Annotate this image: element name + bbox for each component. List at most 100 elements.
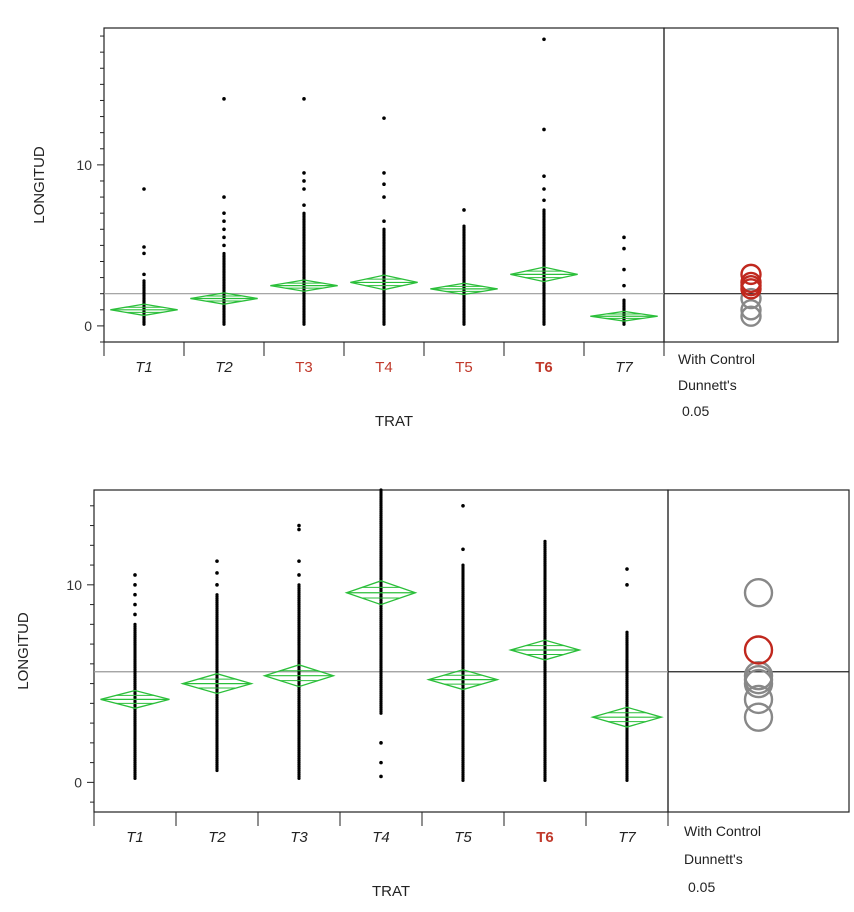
- data-point-outlier: [622, 283, 626, 288]
- comparison-circle: [743, 702, 774, 732]
- data-point-outlier: [142, 187, 146, 191]
- data-point-outlier: [542, 198, 546, 203]
- data-point-outlier: [379, 741, 383, 745]
- data-point-outlier: [222, 195, 226, 199]
- y-tick-label: 10: [66, 577, 82, 593]
- data-point: [142, 279, 146, 283]
- x-category-label: T2: [208, 829, 226, 846]
- x-category-label: T7: [618, 829, 636, 846]
- comparison-circle-significant: [743, 635, 774, 665]
- x-category-label: T3: [290, 829, 308, 846]
- data-point: [133, 622, 137, 626]
- data-point-outlier: [133, 583, 137, 587]
- data-point: [462, 224, 466, 228]
- x-category-label: T5: [454, 829, 472, 846]
- data-point-outlier: [297, 573, 301, 577]
- data-point-outlier: [382, 182, 386, 186]
- data-point-outlier: [142, 251, 146, 256]
- data-point-outlier: [379, 760, 383, 765]
- data-point-outlier: [133, 573, 137, 577]
- data-point: [302, 211, 306, 215]
- data-point-outlier: [142, 272, 146, 277]
- x-category-label: T6: [536, 829, 554, 846]
- data-point-outlier: [622, 246, 626, 251]
- data-point-outlier: [542, 174, 546, 178]
- data-point-outlier: [133, 592, 137, 597]
- data-point-outlier: [382, 116, 386, 120]
- x-category-label: T2: [215, 359, 233, 376]
- data-point-outlier: [215, 571, 219, 575]
- data-point-outlier: [542, 187, 546, 191]
- data-point: [297, 583, 301, 587]
- data-point-outlier: [382, 171, 386, 175]
- comparison-frame: [663, 27, 839, 343]
- x-category-label: T5: [455, 359, 473, 376]
- x-category-label: T4: [372, 829, 390, 846]
- comparison-circle-significant: [740, 263, 762, 286]
- comparison-label: 0.05: [688, 879, 715, 895]
- comparison-circle: [743, 578, 774, 608]
- data-point-outlier: [133, 602, 137, 607]
- comparison-label: With Control: [684, 823, 761, 839]
- comparison-label: With Control: [678, 351, 755, 367]
- data-point-outlier: [222, 235, 226, 240]
- data-point-outlier: [302, 171, 306, 175]
- data-point-outlier: [542, 37, 546, 42]
- comparison-label: Dunnett's: [684, 851, 743, 867]
- data-point-outlier: [222, 243, 226, 248]
- data-point-outlier: [461, 547, 465, 552]
- data-point-outlier: [302, 97, 306, 101]
- data-point-outlier: [625, 567, 629, 571]
- x-category-label: T1: [126, 829, 144, 846]
- data-point-outlier: [142, 245, 146, 249]
- data-point-outlier: [222, 97, 226, 101]
- data-point-outlier: [297, 559, 301, 563]
- x-category-label: T6: [535, 359, 553, 376]
- data-point-outlier: [222, 211, 226, 215]
- comparison-circle: [743, 668, 774, 699]
- data-point-outlier: [622, 235, 626, 240]
- data-point-outlier: [382, 195, 386, 199]
- data-point: [625, 630, 629, 634]
- data-point: [542, 208, 546, 212]
- x-category-label: T7: [615, 359, 633, 376]
- y-tick-label: 0: [74, 774, 82, 790]
- y-tick-label: 0: [84, 318, 92, 334]
- data-point-outlier: [302, 187, 306, 191]
- data-point: [543, 539, 547, 543]
- y-axis-title: LONGITUD: [31, 146, 48, 224]
- data-point-outlier: [461, 504, 465, 508]
- data-point: [461, 563, 465, 567]
- comparison-circle: [740, 287, 762, 310]
- data-point-outlier: [542, 127, 546, 132]
- comparison-label: Dunnett's: [678, 377, 737, 393]
- panel-1: 0 10 LONGITUD T1 T2 T3 T4 T5 T6 T7 TRAT With Contro…: [31, 27, 839, 430]
- x-category-label: T1: [135, 359, 153, 376]
- data-point-outlier: [302, 179, 306, 183]
- data-point-outlier: [622, 267, 626, 272]
- data-point: [379, 488, 383, 492]
- data-point-outlier: [222, 219, 226, 224]
- comparison-label: 0.05: [682, 403, 709, 419]
- data-point-outlier: [133, 612, 137, 617]
- data-point-outlier: [462, 208, 466, 212]
- data-point-outlier: [297, 527, 301, 532]
- x-axis-title: TRAT: [372, 883, 410, 900]
- data-point-outlier: [297, 523, 301, 528]
- comparison-frame: [667, 489, 850, 813]
- comparison-circle: [743, 684, 774, 715]
- data-point: [622, 298, 626, 302]
- panel-2: 0 10 LONGITUD T1 T2 T3 T4 T5 T6 T7 TRAT With Contro…: [15, 488, 850, 900]
- data-point-outlier: [215, 559, 219, 563]
- x-axis-title: TRAT: [375, 413, 413, 430]
- data-point-outlier: [382, 219, 386, 224]
- data-point-outlier: [625, 583, 629, 587]
- data-point: [222, 251, 226, 256]
- data-point-outlier: [379, 774, 383, 779]
- data-point: [382, 227, 386, 231]
- x-category-label: T4: [375, 359, 393, 376]
- data-point-outlier: [302, 203, 306, 207]
- comparison-circle: [740, 299, 762, 321]
- comparison-circle-significant: [740, 278, 762, 300]
